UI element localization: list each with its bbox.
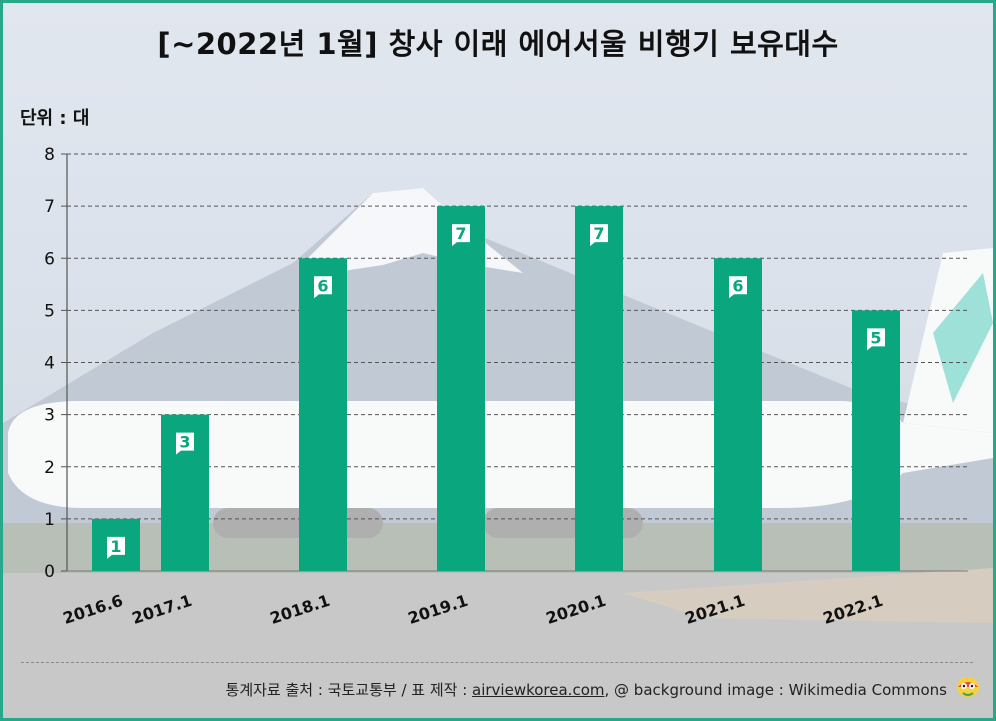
bar xyxy=(299,258,347,571)
data-label: 6 xyxy=(317,276,328,295)
source-prefix: 통계자료 출처 : 국토교통부 / 표 제작 : xyxy=(225,681,473,699)
x-tick-label: 2017.1 xyxy=(130,591,195,628)
y-tick-label: 2 xyxy=(44,458,55,478)
data-label: 1 xyxy=(110,537,121,556)
mascot-logo-icon xyxy=(957,677,979,697)
x-tick-label: 2018.1 xyxy=(268,591,333,628)
y-tick-label: 5 xyxy=(44,301,55,321)
source-link[interactable]: airviewkorea.com xyxy=(472,681,605,699)
data-label-badge xyxy=(867,328,885,351)
data-label-badge xyxy=(314,276,332,299)
footer-divider xyxy=(21,662,973,663)
data-label: 7 xyxy=(455,224,466,243)
y-tick-label: 6 xyxy=(44,249,55,269)
bar xyxy=(575,206,623,571)
data-label-badge xyxy=(590,224,608,247)
x-tick-label: 2019.1 xyxy=(406,591,471,628)
y-tick-label: 4 xyxy=(44,354,55,374)
y-tick-label: 8 xyxy=(44,145,55,165)
source-text: 통계자료 출처 : 국토교통부 / 표 제작 : airviewkorea.co… xyxy=(226,679,947,700)
y-tick-label: 3 xyxy=(44,406,55,426)
bar xyxy=(437,206,485,571)
x-tick-label: 2022.1 xyxy=(821,591,886,628)
unit-label: 단위 : 대 xyxy=(20,108,90,129)
chart-title: [~2022년 1월] 창사 이래 에어서울 비행기 보유대수 xyxy=(157,27,839,61)
bar xyxy=(852,310,900,571)
data-label-badge xyxy=(176,432,194,455)
data-label: 7 xyxy=(593,224,604,243)
bar xyxy=(714,258,762,571)
data-label-badge xyxy=(729,276,747,299)
x-tick-label: 2021.1 xyxy=(683,591,748,628)
x-tick-label: 2020.1 xyxy=(544,591,609,628)
y-tick-label: 0 xyxy=(44,562,55,582)
bar-chart: 0 1 2 3 4 5 6 7 8 1 2016.6 3 2017.1 6 2018.1 7 2019.1 7 20… xyxy=(44,145,968,628)
data-label: 6 xyxy=(732,276,743,295)
data-label-badge xyxy=(452,224,470,247)
data-label: 5 xyxy=(870,328,881,347)
y-tick-label: 1 xyxy=(44,510,55,530)
data-label: 3 xyxy=(179,433,190,452)
x-tick-label: 2016.6 xyxy=(61,591,126,628)
source-suffix: , @ background image : Wikimedia Commons xyxy=(604,681,948,699)
y-tick-label: 7 xyxy=(44,197,55,217)
data-label-badge xyxy=(107,536,125,559)
background-veil xyxy=(3,3,993,718)
